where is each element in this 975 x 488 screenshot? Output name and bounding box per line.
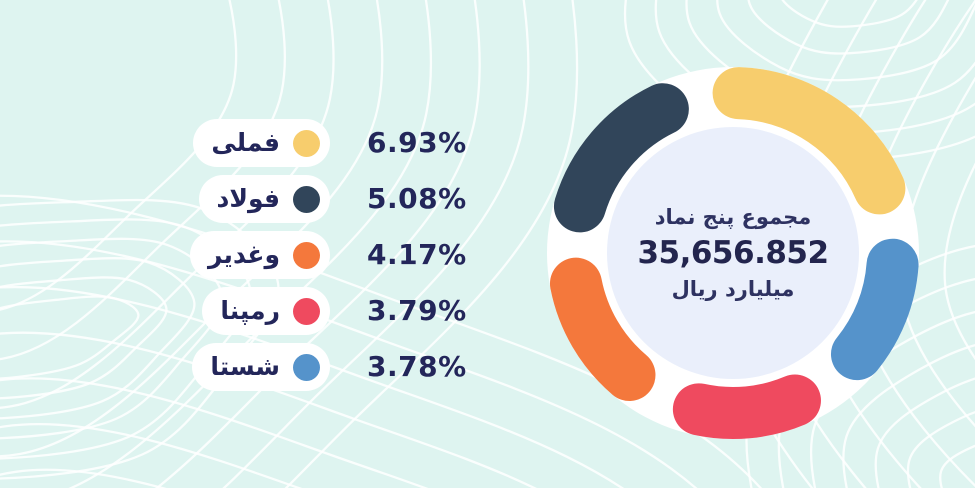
contour-line [0,468,167,488]
legend-label: شستا [210,352,280,381]
contour-line [874,377,975,488]
legend-pill[interactable]: شستا [192,343,330,391]
legend-pill[interactable]: رمپنا [202,287,330,335]
legend-pill[interactable]: فولاد [198,175,330,223]
contour-line [0,194,763,488]
contour-line [0,257,196,420]
legend-percent: 4.17% [367,238,467,271]
legend-pill[interactable]: فملی [193,119,330,167]
chart-legend: فملی 6.93% فولاد 5.08% وغدیر 4.17% رمپنا [0,119,520,419]
contour-line [623,0,975,162]
contour-line [0,285,625,488]
contour-line [0,0,286,361]
contour-line [654,0,975,135]
legend-color-dot-icon [293,129,320,157]
donut-segment-شستا[interactable] [830,238,919,381]
donut-segment-فملی[interactable] [712,67,906,215]
contour-line [939,444,975,488]
contour-line [0,240,698,488]
legend-row: شستا 3.78% [0,343,520,391]
legend-color-dot-icon [293,353,320,381]
contour-line [716,0,975,82]
contour-line [0,276,168,400]
legend-label: فولاد [216,184,281,213]
legend-label: رمپنا [220,296,280,325]
donut-ring [547,67,919,439]
donut-segment-وغدیر[interactable] [549,257,656,401]
contour-line [0,198,280,480]
contour-line [906,410,975,488]
donut-inner-circle [607,127,859,379]
contour-line [0,218,252,460]
legend-row: فملی 6.93% [0,119,520,167]
donut-segment-رمپنا[interactable] [672,374,821,439]
legend-color-dot-icon [293,297,320,325]
donut-segment-فولاد[interactable] [553,83,689,233]
legend-row: فولاد 5.08% [0,175,520,223]
contour-line [809,310,975,488]
legend-percent: 3.79% [367,294,467,327]
contour-line [842,344,975,488]
contour-line [0,0,384,458]
legend-row: رمپنا 3.79% [0,287,520,335]
contour-line [0,0,238,311]
legend-label: وغدیر [208,240,280,269]
contour-line [747,0,950,55]
donut-chart: مجموع پنج نماد 35,656.852 میلیارد ریال [533,53,933,453]
legend-color-dot-icon [293,241,320,269]
legend-percent: 5.08% [367,182,467,215]
legend-pill[interactable]: وغدیر [190,231,330,279]
contour-line [0,295,140,380]
legend-row: وغدیر 4.17% [0,231,520,279]
legend-percent: 3.78% [367,350,467,383]
legend-color-dot-icon [293,185,320,213]
contour-line [68,0,433,488]
legend-label: فملی [211,128,280,157]
legend-percent: 6.93% [367,126,467,159]
contour-line [0,331,537,488]
contour-line [943,162,975,361]
contour-line [781,0,918,28]
contour-line [685,0,975,109]
